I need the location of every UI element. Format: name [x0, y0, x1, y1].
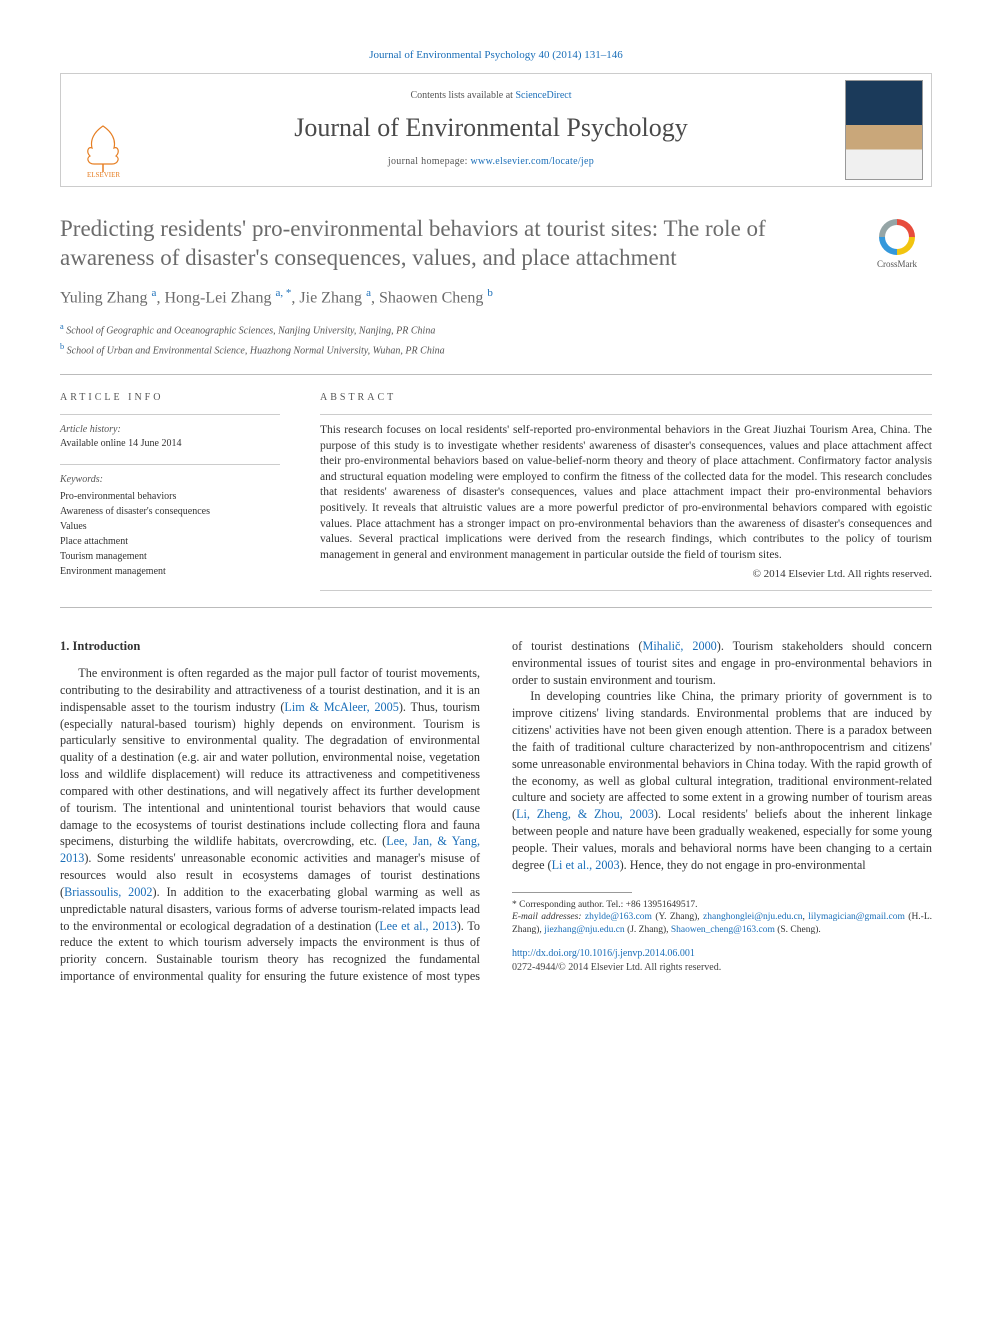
- citation-link[interactable]: Lim & McAleer, 2005: [284, 700, 398, 714]
- title-block: CrossMark Predicting residents' pro-envi…: [60, 215, 932, 273]
- crossmark-widget[interactable]: CrossMark: [862, 219, 932, 270]
- abstract-column: ABSTRACT This research focuses on local …: [320, 391, 932, 591]
- journal-name: Journal of Environmental Psychology: [154, 110, 828, 145]
- homepage-prefix: journal homepage:: [388, 156, 471, 167]
- doi-block: http://dx.doi.org/10.1016/j.jenvp.2014.0…: [512, 947, 932, 975]
- keywords-rule: [60, 464, 280, 465]
- crossmark-label: CrossMark: [877, 259, 917, 269]
- corresponding-author: * Corresponding author. Tel.: +86 139516…: [512, 899, 932, 912]
- email-link[interactable]: Shaowen_cheng@163.com: [671, 925, 775, 935]
- divider-bottom: [60, 607, 932, 608]
- publisher-logo-cell: ELSEVIER: [61, 74, 146, 186]
- elsevier-tree-logo: ELSEVIER: [76, 118, 131, 178]
- contents-available-line: Contents lists available at ScienceDirec…: [154, 89, 828, 103]
- affiliation: b School of Urban and Environmental Scie…: [60, 341, 932, 358]
- email-link[interactable]: zhanghonglei@nju.edu.cn: [703, 912, 803, 922]
- body-two-column: 1. Introduction The environment is often…: [60, 638, 932, 985]
- keyword-item: Pro-environmental behaviors: [60, 489, 280, 504]
- footnote-rule: [512, 892, 632, 893]
- sciencedirect-link[interactable]: ScienceDirect: [515, 90, 571, 101]
- affiliations: a School of Geographic and Oceanographic…: [60, 321, 932, 358]
- section-1-heading: 1. Introduction: [60, 638, 480, 655]
- crossmark-icon: [879, 219, 915, 255]
- journal-cover-thumbnail: [845, 80, 923, 180]
- para-2: In developing countries like China, the …: [512, 688, 932, 873]
- page-root: Journal of Environmental Psychology 40 (…: [0, 0, 992, 1025]
- contents-prefix: Contents lists available at: [410, 90, 515, 101]
- article-info-column: ARTICLE INFO Article history: Available …: [60, 391, 280, 591]
- cover-thumb-cell: [836, 74, 931, 186]
- elsevier-wordmark: ELSEVIER: [87, 171, 120, 178]
- keywords-label: Keywords:: [60, 473, 280, 487]
- history-label: Article history:: [60, 423, 280, 437]
- keyword-item: Environment management: [60, 564, 280, 579]
- issn-copyright: 0272-4944/© 2014 Elsevier Ltd. All right…: [512, 961, 932, 975]
- author-list: Yuling Zhang a, Hong-Lei Zhang a, *, Jie…: [60, 286, 932, 309]
- section-title: Introduction: [73, 639, 141, 653]
- keyword-item: Awareness of disaster's consequences: [60, 504, 280, 519]
- affiliation: a School of Geographic and Oceanographic…: [60, 321, 932, 338]
- keyword-item: Values: [60, 519, 280, 534]
- citation-link[interactable]: Li et al., 2003: [552, 858, 620, 872]
- section-number: 1.: [60, 639, 69, 653]
- article-title: Predicting residents' pro-environmental …: [60, 215, 932, 273]
- journal-homepage-line: journal homepage: www.elsevier.com/locat…: [154, 155, 828, 169]
- abstract-copyright: © 2014 Elsevier Ltd. All rights reserved…: [320, 567, 932, 582]
- citation-link[interactable]: Briassoulis, 2002: [64, 885, 152, 899]
- abstract-text: This research focuses on local residents…: [320, 423, 932, 563]
- article-info-heading: ARTICLE INFO: [60, 391, 280, 405]
- citation-link[interactable]: Li, Zheng, & Zhou, 2003: [516, 807, 654, 821]
- history-value: Available online 14 June 2014: [60, 437, 280, 451]
- doi-link[interactable]: http://dx.doi.org/10.1016/j.jenvp.2014.0…: [512, 948, 695, 959]
- article-meta-row: ARTICLE INFO Article history: Available …: [60, 391, 932, 591]
- running-head-citation: Journal of Environmental Psychology 40 (…: [60, 48, 932, 63]
- header-center: Contents lists available at ScienceDirec…: [146, 74, 836, 186]
- email-link[interactable]: zhylde@163.com: [585, 912, 652, 922]
- abstract-bottom-rule: [320, 590, 932, 591]
- article-info-rule: [60, 414, 280, 415]
- abstract-rule: [320, 414, 932, 415]
- journal-homepage-link[interactable]: www.elsevier.com/locate/jep: [471, 156, 595, 167]
- email-addresses: E-mail addresses: zhylde@163.com (Y. Zha…: [512, 911, 932, 937]
- keywords-list: Pro-environmental behaviorsAwareness of …: [60, 489, 280, 579]
- abstract-heading: ABSTRACT: [320, 391, 932, 405]
- keyword-item: Tourism management: [60, 549, 280, 564]
- divider-top: [60, 374, 932, 375]
- footnotes: * Corresponding author. Tel.: +86 139516…: [512, 899, 932, 937]
- email-link[interactable]: jiezhang@nju.edu.cn: [544, 925, 625, 935]
- journal-header-box: ELSEVIER Contents lists available at Sci…: [60, 73, 932, 187]
- email-label: E-mail addresses:: [512, 912, 582, 922]
- email-link[interactable]: lilymagician@gmail.com: [808, 912, 905, 922]
- citation-link[interactable]: Mihalič, 2000: [642, 639, 716, 653]
- keyword-item: Place attachment: [60, 534, 280, 549]
- citation-link[interactable]: Lee et al., 2013: [379, 919, 457, 933]
